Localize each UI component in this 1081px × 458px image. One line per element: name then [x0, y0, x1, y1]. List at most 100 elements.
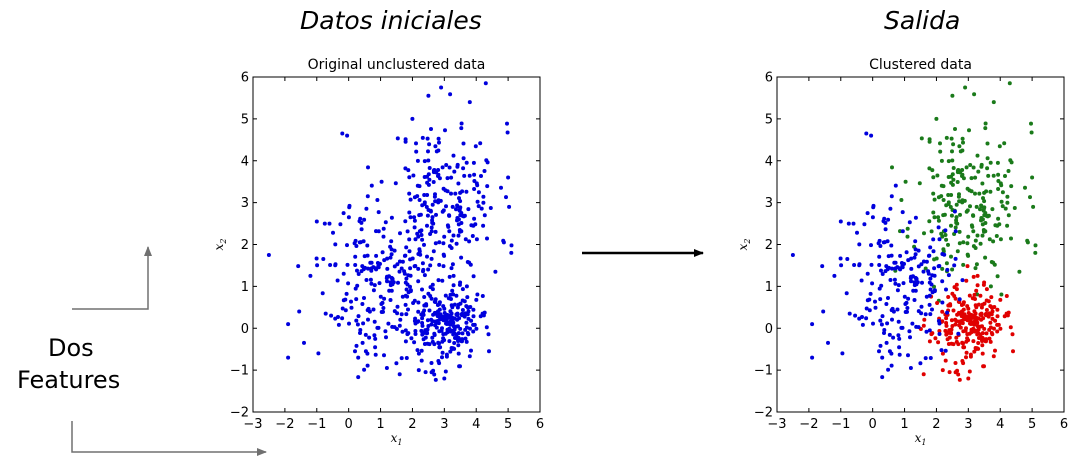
scatter-point	[918, 361, 923, 366]
scatter-point	[950, 324, 955, 328]
scatter-point	[416, 319, 421, 324]
scatter-point	[399, 312, 404, 317]
scatter-point	[411, 301, 416, 305]
scatter-point	[286, 355, 291, 360]
scatter-point	[995, 274, 1000, 279]
scatter-point	[369, 266, 374, 271]
scatter-point	[434, 310, 439, 315]
scatter-point	[859, 278, 864, 283]
scatter-point	[879, 283, 884, 288]
scatter-point	[865, 298, 870, 303]
scatter-point	[995, 160, 1000, 165]
scatter-point	[446, 224, 451, 229]
scatter-point	[450, 347, 454, 351]
scatter-point	[939, 158, 944, 163]
scatter-point	[904, 250, 909, 255]
scatter-point	[366, 165, 370, 170]
scatter-point	[952, 209, 957, 214]
scatter-point	[431, 249, 436, 254]
scatter-point	[462, 299, 467, 304]
scatter-point	[448, 314, 453, 319]
scatter-point	[448, 92, 453, 97]
scatter-point	[463, 237, 468, 242]
x-tick-label: 0	[869, 417, 877, 432]
scatter-point	[433, 229, 438, 234]
scatter-point	[441, 336, 446, 341]
scatter-point	[902, 294, 907, 299]
scatter-point	[377, 281, 382, 286]
scatter-point	[913, 288, 918, 293]
scatter-point	[995, 329, 1000, 334]
scatter-point	[424, 205, 429, 209]
scatter-point	[372, 283, 377, 288]
scatter-point	[459, 126, 464, 131]
scatter-point	[1008, 158, 1013, 163]
scatter-point	[974, 288, 979, 293]
scatter-point	[360, 264, 365, 269]
scatter-point	[422, 273, 427, 278]
scatter-point	[838, 219, 843, 224]
x-tick-label: 6	[1060, 417, 1068, 432]
scatter-point	[425, 213, 430, 218]
scatter-point	[984, 287, 989, 292]
scatter-point	[979, 164, 984, 169]
scatter-point	[419, 328, 424, 333]
scatter-point	[960, 278, 965, 283]
scatter-point	[949, 254, 953, 259]
y-tick-label: 2	[241, 238, 249, 253]
scatter-point	[921, 269, 926, 274]
scatter-point	[379, 179, 384, 184]
scatter-point	[888, 206, 893, 211]
scatter-point	[957, 229, 962, 234]
scatter-point	[378, 261, 382, 266]
scatter-point	[355, 283, 360, 288]
scatter-point	[923, 356, 928, 361]
scatter-point	[936, 319, 941, 323]
scatter-point	[964, 278, 969, 283]
scatter-point	[929, 229, 934, 234]
scatter-point	[442, 376, 447, 381]
scatter-point	[942, 252, 947, 257]
scatter-point	[409, 336, 414, 341]
scatter-point	[356, 375, 361, 380]
scatter-point	[421, 310, 426, 315]
scatter-point	[996, 172, 1001, 177]
scatter-point	[980, 233, 985, 238]
scatter-point	[978, 293, 983, 298]
scatter-point	[466, 207, 471, 212]
scatter-point	[467, 100, 472, 105]
scatter-point	[966, 376, 971, 381]
scatter-point	[949, 180, 954, 185]
scatter-point	[964, 355, 968, 360]
scatter-point	[451, 153, 456, 158]
scatter-point	[449, 191, 453, 196]
scatter-point	[992, 305, 997, 309]
scatter-point	[880, 375, 885, 380]
scatter-point	[971, 339, 976, 344]
scatter-point	[960, 148, 965, 153]
scatter-point	[957, 192, 961, 197]
scatter-point	[851, 221, 856, 226]
scatter-point	[953, 229, 958, 234]
scatter-point	[1007, 81, 1012, 86]
scatter-point	[1005, 194, 1010, 199]
scatter-point	[417, 198, 422, 202]
scatter-point	[461, 166, 466, 171]
scatter-point	[884, 264, 889, 269]
scatter-point	[509, 250, 514, 255]
scatter-point	[420, 237, 425, 242]
scatter-point	[975, 320, 980, 325]
scatter-point	[386, 321, 391, 326]
scatter-point	[383, 329, 388, 334]
scatter-point	[410, 256, 415, 261]
scatter-point	[975, 324, 980, 329]
scatter-point	[981, 196, 985, 201]
scatter-point	[376, 265, 381, 270]
scatter-point	[999, 199, 1004, 204]
scatter-point	[438, 198, 443, 203]
scatter-point	[943, 328, 948, 333]
scatter-point	[870, 281, 875, 286]
scatter-point	[960, 136, 965, 141]
scatter-point	[927, 253, 932, 258]
scatter-point	[453, 336, 457, 340]
